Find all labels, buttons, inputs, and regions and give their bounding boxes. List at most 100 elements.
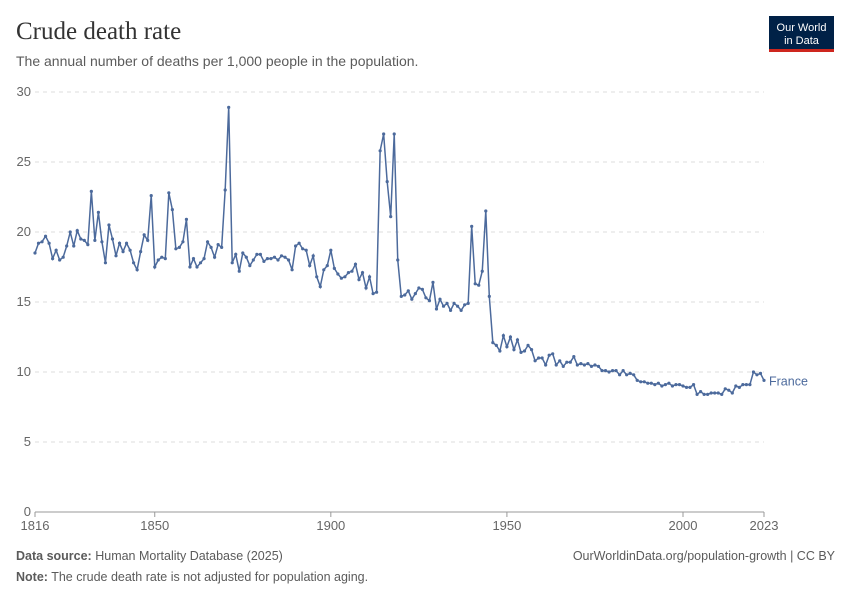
subtitle: The annual number of deaths per 1,000 pe… bbox=[16, 53, 418, 69]
data-point bbox=[117, 241, 122, 245]
data-point bbox=[181, 240, 185, 244]
data-point bbox=[558, 359, 562, 363]
data-point bbox=[350, 269, 354, 273]
note-label: Note: bbox=[16, 570, 48, 584]
data-point bbox=[737, 385, 741, 389]
data-point bbox=[329, 248, 333, 252]
data-point bbox=[480, 269, 484, 273]
data-point bbox=[283, 255, 287, 259]
data-point bbox=[124, 241, 129, 245]
data-point bbox=[463, 303, 467, 307]
data-point bbox=[625, 373, 629, 377]
data-point bbox=[36, 241, 41, 245]
data-point bbox=[621, 369, 625, 373]
data-point bbox=[448, 308, 453, 312]
data-point bbox=[279, 254, 284, 258]
data-point bbox=[473, 282, 477, 286]
data-point bbox=[487, 294, 491, 298]
data-point bbox=[255, 252, 259, 256]
data-point bbox=[646, 381, 650, 385]
data-point bbox=[100, 240, 104, 244]
data-point bbox=[720, 392, 724, 396]
data-point bbox=[294, 244, 298, 248]
data-point bbox=[315, 275, 319, 279]
data-point bbox=[410, 297, 414, 301]
data-point bbox=[561, 364, 565, 368]
data-point bbox=[220, 245, 224, 249]
data-point bbox=[670, 384, 675, 388]
data-point bbox=[65, 244, 69, 248]
data-point bbox=[758, 371, 763, 375]
data-point bbox=[322, 268, 326, 272]
data-point bbox=[139, 250, 143, 254]
data-point bbox=[251, 258, 255, 262]
data-point bbox=[191, 257, 196, 261]
data-point bbox=[75, 229, 79, 233]
data-point bbox=[343, 275, 347, 279]
data-point bbox=[688, 385, 692, 389]
data-point bbox=[706, 392, 710, 396]
data-point bbox=[565, 360, 569, 364]
source: Data source: Human Mortality Database (2… bbox=[16, 549, 283, 563]
data-point bbox=[420, 287, 424, 291]
data-point bbox=[684, 385, 689, 389]
data-point bbox=[505, 345, 509, 349]
data-point bbox=[667, 381, 671, 385]
data-point bbox=[579, 362, 583, 366]
data-point bbox=[262, 259, 266, 263]
data-point bbox=[177, 245, 181, 249]
data-point bbox=[441, 304, 446, 308]
data-point bbox=[663, 383, 667, 387]
data-point bbox=[339, 276, 343, 280]
data-point bbox=[702, 392, 706, 396]
data-point bbox=[304, 248, 308, 252]
data-point bbox=[607, 370, 611, 374]
data-point bbox=[332, 266, 336, 270]
data-point bbox=[216, 243, 220, 247]
data-point bbox=[575, 363, 579, 367]
data-point bbox=[713, 391, 717, 395]
data-point bbox=[635, 378, 639, 382]
data-point bbox=[198, 261, 203, 265]
url[interactable]: OurWorldinData.org/population-growth | C… bbox=[573, 549, 836, 563]
data-point bbox=[43, 234, 48, 238]
data-point bbox=[572, 355, 576, 359]
data-point bbox=[93, 238, 97, 242]
data-point bbox=[642, 380, 646, 384]
data-point bbox=[547, 353, 551, 357]
data-point bbox=[618, 373, 622, 377]
data-point bbox=[297, 241, 301, 245]
logo-text: Our World bbox=[777, 22, 827, 34]
data-point bbox=[399, 294, 403, 298]
y-tick-label: 25 bbox=[17, 154, 31, 169]
logo[interactable] bbox=[769, 16, 834, 52]
data-point bbox=[695, 392, 699, 396]
data-point bbox=[107, 223, 111, 227]
data-point bbox=[336, 272, 340, 276]
data-point bbox=[508, 335, 513, 339]
y-tick-label: 30 bbox=[17, 84, 31, 99]
data-point bbox=[163, 257, 167, 261]
data-point bbox=[596, 364, 601, 368]
data-point bbox=[389, 215, 393, 219]
data-point bbox=[734, 384, 738, 388]
data-point bbox=[375, 290, 379, 294]
data-point bbox=[184, 217, 189, 221]
data-point bbox=[484, 209, 488, 213]
data-point bbox=[213, 255, 217, 259]
data-point bbox=[167, 191, 171, 195]
data-point bbox=[364, 286, 368, 290]
data-point bbox=[51, 257, 55, 261]
data-point bbox=[121, 250, 125, 254]
data-point bbox=[382, 132, 386, 136]
data-point bbox=[146, 238, 150, 242]
data-point bbox=[244, 255, 248, 259]
data-point bbox=[357, 278, 361, 282]
series-line bbox=[34, 107, 765, 396]
data-point bbox=[674, 383, 678, 387]
data-point bbox=[681, 384, 685, 388]
data-point bbox=[153, 265, 157, 269]
data-point bbox=[470, 224, 474, 228]
data-point bbox=[639, 380, 643, 384]
data-point bbox=[656, 381, 660, 385]
